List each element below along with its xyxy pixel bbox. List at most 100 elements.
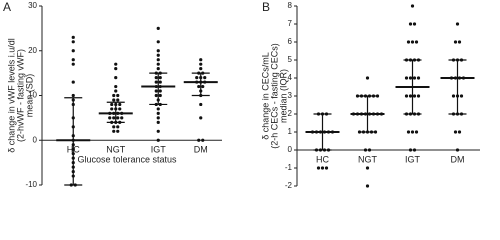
data-point <box>408 94 413 98</box>
data-point <box>414 40 419 44</box>
panel-label: A <box>3 0 11 14</box>
data-point <box>459 94 464 98</box>
data-point <box>412 148 417 152</box>
data-point <box>156 40 160 44</box>
data-point <box>199 116 203 120</box>
data-point <box>410 40 415 44</box>
data-point <box>110 107 114 111</box>
x-tick-label: NGT <box>358 154 378 164</box>
data-point <box>365 184 370 188</box>
data-point <box>156 111 160 115</box>
data-point <box>365 166 370 170</box>
data-point <box>71 58 75 62</box>
data-point <box>412 76 417 80</box>
y-tick-label: 0 <box>288 145 293 154</box>
y-axis-label: δ change in CECs/mL <box>260 52 270 140</box>
y-tick-label: 1 <box>288 127 293 136</box>
data-point <box>154 93 158 98</box>
y-axis-label: (2-h CECs - fasting CECs) <box>269 43 279 149</box>
data-point <box>112 116 116 120</box>
x-tick-label: IGT <box>405 154 421 164</box>
data-point <box>367 148 372 152</box>
x-tick-label: NGT <box>106 145 126 155</box>
data-point <box>457 40 462 44</box>
data-point <box>154 76 158 80</box>
data-point <box>201 84 205 89</box>
data-point <box>158 76 162 80</box>
data-point <box>156 58 160 62</box>
y-tick-label: -2 <box>285 181 293 190</box>
data-point <box>156 129 160 133</box>
data-point <box>114 67 118 71</box>
data-point <box>199 58 203 62</box>
data-point <box>375 94 380 98</box>
data-point <box>116 93 120 98</box>
y-tick-label: 10 <box>28 91 37 100</box>
data-point <box>156 120 160 124</box>
data-point <box>118 107 122 111</box>
data-point <box>451 94 456 98</box>
data-point <box>112 129 116 133</box>
data-point <box>199 67 203 71</box>
data-point <box>416 94 421 98</box>
data-point <box>114 76 118 80</box>
data-point <box>201 138 205 142</box>
y-tick-label: -10 <box>25 180 37 189</box>
y-axis-label: mean (SD) <box>24 74 34 118</box>
data-point <box>457 130 462 134</box>
data-point <box>158 89 162 93</box>
data-point <box>112 125 116 129</box>
data-point <box>116 116 120 120</box>
data-point <box>408 76 413 80</box>
y-tick-label: 8 <box>288 1 293 10</box>
data-point <box>116 129 120 133</box>
data-point <box>406 40 411 44</box>
data-point <box>156 53 160 57</box>
data-point <box>416 76 421 80</box>
data-point <box>156 67 160 71</box>
data-point <box>320 166 325 170</box>
data-point <box>414 130 419 134</box>
data-point <box>156 116 160 120</box>
data-point <box>197 138 201 142</box>
x-tick-label: DM <box>451 154 465 164</box>
data-point <box>406 130 411 134</box>
y-tick-label: 2 <box>288 109 293 118</box>
data-point <box>114 84 118 89</box>
data-point <box>71 80 75 84</box>
data-point <box>453 130 458 134</box>
y-tick-label: 30 <box>28 1 37 10</box>
data-point <box>158 80 162 84</box>
data-point <box>408 148 413 152</box>
y-tick-label: -1 <box>285 163 293 172</box>
x-tick-label: HC <box>316 154 329 164</box>
y-tick-label: 7 <box>288 19 293 28</box>
y-tick-label: 3 <box>288 91 293 100</box>
data-point <box>410 4 415 8</box>
data-point <box>355 94 360 98</box>
data-point <box>195 76 199 80</box>
data-point <box>156 49 160 53</box>
data-point <box>404 76 409 80</box>
y-tick-label: 0 <box>33 135 38 144</box>
data-point <box>112 98 116 102</box>
y-tick-label: 4 <box>288 73 293 82</box>
x-tick-label: DM <box>194 145 208 155</box>
x-axis-label: Glucose tolerance status <box>77 155 177 165</box>
data-point <box>156 26 160 30</box>
data-point <box>412 94 417 98</box>
data-point <box>324 166 329 170</box>
y-tick-label: 20 <box>28 46 37 55</box>
data-point <box>412 22 417 26</box>
data-point <box>156 138 160 142</box>
data-point <box>199 102 203 107</box>
data-point <box>203 76 207 80</box>
y-tick-label: 6 <box>288 37 293 46</box>
data-point <box>71 93 75 98</box>
x-tick-label: IGT <box>151 145 167 155</box>
y-axis-label: median (IQR) <box>278 69 288 123</box>
data-point <box>118 102 122 107</box>
data-point <box>71 35 75 39</box>
figure: Aδ change in vWF levels i.u/dl (2-hvWF - … <box>3 0 480 190</box>
data-point <box>116 125 120 129</box>
